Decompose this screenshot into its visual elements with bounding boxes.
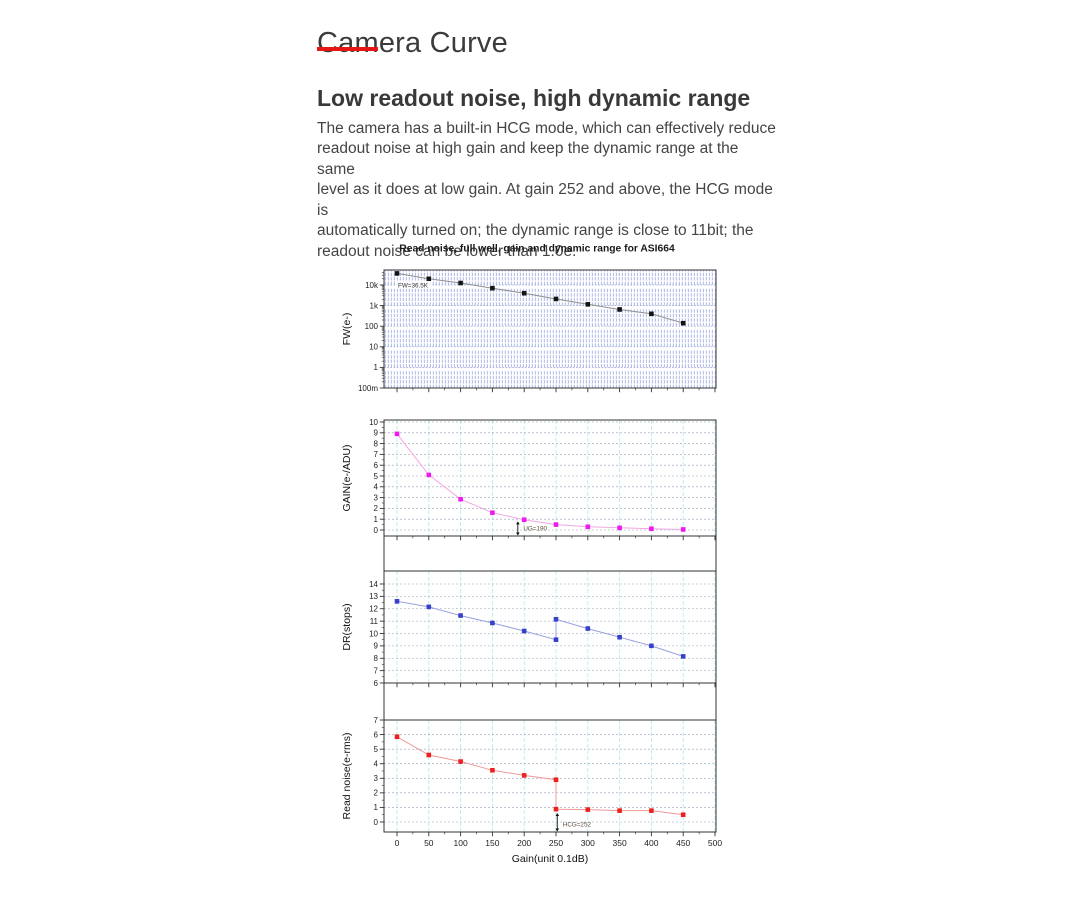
svg-text:6: 6 (374, 730, 379, 739)
svg-text:0: 0 (374, 526, 379, 535)
svg-text:10: 10 (369, 343, 378, 352)
camera-curve-chart: Read noise, full well, gain and dynamic … (330, 235, 730, 883)
svg-text:3: 3 (374, 493, 379, 502)
svg-text:3: 3 (374, 774, 379, 783)
title-accent-underline (317, 47, 378, 51)
svg-text:0: 0 (374, 818, 379, 827)
svg-text:1: 1 (374, 515, 379, 524)
svg-text:2: 2 (374, 504, 379, 513)
svg-text:50: 50 (424, 838, 434, 848)
panel-gain: 0 1 2 34 5 6 7 89 10 UG=190 GAIN(e-/ADU) (341, 418, 717, 571)
svg-text:GAIN(e-/ADU): GAIN(e-/ADU) (341, 444, 353, 511)
svg-text:450: 450 (676, 838, 690, 848)
svg-text:5: 5 (374, 745, 379, 754)
svg-text:UG=190: UG=190 (523, 526, 547, 533)
svg-text:1: 1 (374, 803, 379, 812)
svg-text:10: 10 (369, 418, 378, 427)
svg-text:100: 100 (365, 322, 379, 331)
svg-text:7: 7 (374, 450, 379, 459)
svg-text:5: 5 (374, 472, 379, 481)
svg-text:6: 6 (374, 679, 379, 688)
chart-svg: Read noise, full well, gain and dynamic … (341, 244, 722, 866)
panel-full-well: 10k 1k 100 10 1 100m FW=36.5K FW(e-) (341, 269, 717, 393)
svg-text:0: 0 (395, 838, 400, 848)
svg-text:12: 12 (369, 605, 378, 614)
svg-text:10k: 10k (365, 281, 379, 290)
svg-text:8: 8 (374, 439, 379, 448)
svg-text:150: 150 (485, 838, 499, 848)
svg-text:4: 4 (374, 483, 379, 492)
svg-text:DR(stops): DR(stops) (341, 603, 353, 650)
svg-text:Read noise(e-rms): Read noise(e-rms) (341, 733, 353, 820)
svg-text:11: 11 (370, 617, 379, 626)
svg-text:Read noise, full well, gain an: Read noise, full well, gain and dynamic … (399, 244, 675, 255)
svg-text:FW=36.5K: FW=36.5K (398, 282, 429, 289)
svg-text:100m: 100m (358, 384, 378, 393)
svg-text:HCG=252: HCG=252 (563, 822, 592, 829)
panel-read-noise: 0 1 2 3 4 5 6 7 HCG=252 Read noise(e-rms) (341, 716, 717, 837)
svg-text:4: 4 (374, 760, 379, 769)
page-title: Camera Curve (317, 27, 508, 60)
svg-text:1k: 1k (370, 301, 379, 310)
svg-text:250: 250 (549, 838, 563, 848)
section-heading: Low readout noise, high dynamic range (317, 85, 751, 112)
svg-text:14: 14 (369, 580, 378, 589)
svg-text:300: 300 (581, 838, 595, 848)
panel-dynamic-range: 6 7 8 9 10 11 12 13 14 DR(stops) (341, 570, 717, 720)
svg-text:8: 8 (374, 654, 379, 663)
svg-text:7: 7 (374, 716, 379, 725)
svg-text:10: 10 (369, 629, 378, 638)
svg-text:350: 350 (613, 838, 627, 848)
svg-text:7: 7 (374, 666, 379, 675)
svg-text:2: 2 (374, 789, 379, 798)
svg-text:6: 6 (374, 461, 379, 470)
svg-text:13: 13 (369, 592, 378, 601)
svg-text:400: 400 (644, 838, 658, 848)
body-paragraph: The camera has a built-in HCG mode, whic… (317, 119, 776, 261)
svg-text:200: 200 (517, 838, 531, 848)
svg-text:1: 1 (374, 363, 379, 372)
svg-text:9: 9 (374, 429, 379, 438)
svg-text:500: 500 (708, 838, 722, 848)
svg-text:9: 9 (374, 642, 379, 651)
svg-text:FW(e-): FW(e-) (341, 313, 353, 346)
svg-text:100: 100 (454, 838, 468, 848)
svg-text:Gain(unit 0.1dB): Gain(unit 0.1dB) (512, 853, 588, 865)
